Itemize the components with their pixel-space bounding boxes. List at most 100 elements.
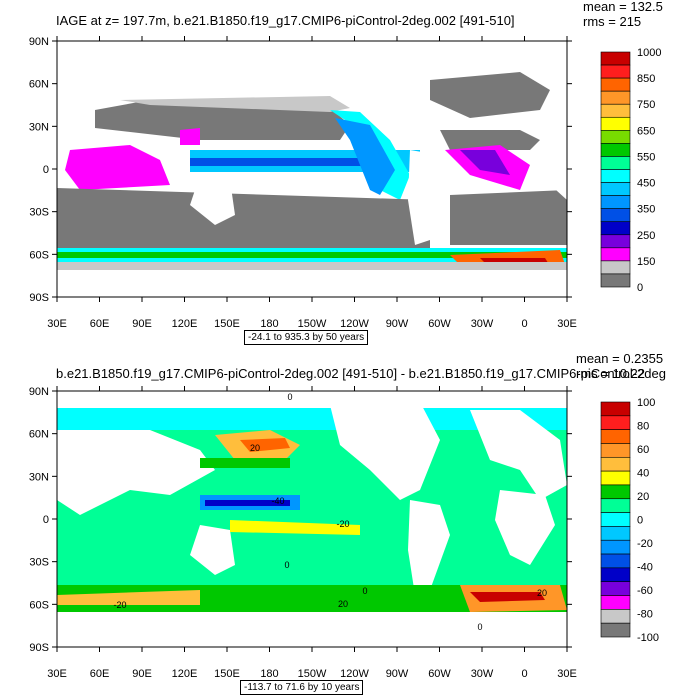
lat-tick-label: 90N — [29, 36, 49, 48]
lon-tick-label: 0 — [521, 318, 527, 330]
lon-tick-label: 30E — [557, 318, 577, 330]
map-plot-area — [56, 40, 568, 298]
colorbar-label: -100 — [637, 632, 659, 644]
north-america-land — [330, 402, 440, 500]
lon-tick-label: 0 — [521, 668, 527, 680]
longitude-axis: 30E 60E 90E 120E 150E 180 150W 120W 90W 60W 30W 0 30… — [47, 36, 577, 330]
colorbar-label: 60 — [637, 444, 649, 456]
colorbar-label: 150 — [637, 256, 655, 268]
difference-map-panel: b.e21.B1850.f19_g17.CMIP6-piControl-2deg… — [0, 350, 700, 700]
colorbar-swatch — [600, 208, 631, 223]
colorbar-swatch — [600, 443, 631, 458]
eurasia-land — [57, 430, 215, 515]
contour-label: -20 — [113, 600, 126, 610]
contour-label: 20 — [338, 599, 348, 609]
colorbar-swatch — [600, 103, 631, 118]
contour-label: 0 — [287, 392, 292, 402]
contour-labels: 0 20 -40 -20 0 0 20 0 20 -20 — [113, 392, 547, 632]
colorbar-label: 450 — [637, 178, 655, 190]
lon-tick-label: 180 — [260, 318, 278, 330]
lon-tick-label: 150W — [298, 668, 327, 680]
colorbar-label: 0 — [637, 515, 643, 527]
lat-tick-label: 30N — [29, 121, 49, 133]
lon-tick-label: 120W — [340, 668, 369, 680]
colorbar-swatch — [600, 64, 631, 79]
latitude-axis: 90N 60N 30N 0 30S 60S 90S — [29, 36, 572, 304]
colorbar-label: 750 — [637, 99, 655, 111]
colorbar-label: 100 — [637, 397, 655, 409]
contour-label: 0 — [362, 586, 367, 596]
lat-tick-label: 60N — [29, 429, 49, 441]
lat-tick-label: 90N — [29, 386, 49, 398]
australia-land — [190, 175, 235, 225]
colorbar-label: -80 — [637, 609, 653, 621]
colorbar-swatch — [600, 429, 631, 444]
lon-tick-label: 30W — [471, 668, 494, 680]
lon-tick-label: 30E — [47, 318, 67, 330]
map-title: b.e21.B1850.f19_g17.CMIP6-piControl-2deg… — [56, 366, 666, 381]
southern-gray-region — [57, 188, 430, 248]
lon-tick-label: 30W — [471, 318, 494, 330]
lon-tick-label: 180 — [260, 668, 278, 680]
lon-tick-label: 150E — [214, 668, 240, 680]
colorbar-label: -60 — [637, 585, 653, 597]
colorbar-swatch — [600, 247, 631, 262]
contour-label: -40 — [271, 496, 284, 506]
south-america-land — [408, 500, 450, 595]
colorbar-swatch — [600, 143, 631, 157]
lon-tick-label: 60E — [90, 318, 110, 330]
lon-tick-label: 90E — [132, 668, 152, 680]
range-label: -113.7 to 71.6 by 10 years — [240, 680, 364, 695]
lon-tick-label: 30E — [557, 668, 577, 680]
latitude-axis: 90N 60N 30N 0 30S 60S 90S — [29, 386, 572, 654]
colorbar-label: 250 — [637, 230, 655, 242]
lon-tick-label: 150W — [298, 318, 327, 330]
colorbar-label: 80 — [637, 421, 649, 433]
colorbar-swatch — [600, 526, 631, 541]
lon-tick-label: 120W — [340, 318, 369, 330]
colorbar-label: 40 — [637, 468, 649, 480]
lat-tick-label: 0 — [43, 164, 49, 176]
lon-tick-label: 60W — [428, 668, 451, 680]
colorbar-label: 350 — [637, 204, 655, 216]
lat-tick-label: 60N — [29, 79, 49, 91]
colorbar-swatch — [600, 260, 631, 275]
map-title: IAGE at z= 197.7m, b.e21.B1850.f19_g17.C… — [56, 13, 515, 28]
mean-stat: mean = 0.2355 — [576, 351, 664, 366]
colorbar-swatch — [600, 595, 631, 610]
colorbar-swatch — [600, 622, 631, 638]
colorbar-label: 20 — [637, 491, 649, 503]
map-plot-area — [56, 390, 568, 648]
colorbar-label: 650 — [637, 125, 655, 137]
colorbar-swatch — [600, 90, 631, 105]
south-america-land — [408, 150, 450, 245]
colorbar-swatch — [600, 273, 631, 288]
colorbar-swatch — [600, 553, 631, 569]
contour-label: 20 — [537, 588, 547, 598]
colorbar-swatch — [600, 470, 631, 486]
contour-label: 0 — [477, 622, 482, 632]
colorbar-label: 850 — [637, 73, 655, 85]
colorbar-label: 1000 — [637, 47, 661, 59]
colorbar-swatch — [600, 169, 631, 183]
arctic-gray-region — [430, 72, 550, 118]
colorbar-swatch — [600, 195, 631, 209]
australia-land — [190, 525, 235, 575]
colorbar-swatch — [600, 512, 631, 527]
colorbar-swatch — [600, 51, 631, 66]
colorbar-swatch — [600, 539, 631, 555]
lon-tick-label: 120E — [172, 318, 198, 330]
rms-stat: rms = 10.22 — [576, 366, 646, 381]
lat-tick-label: 30S — [29, 207, 49, 219]
lon-tick-label: 150E — [214, 318, 240, 330]
colorbar: 1000 850 750 650 550 450 350 250 150 0 — [600, 47, 661, 294]
colorbar-swatch — [600, 116, 631, 131]
colorbar-swatch — [600, 484, 631, 500]
colorbar-swatch — [600, 77, 631, 92]
africa-land — [495, 490, 555, 565]
lon-tick-label: 90W — [386, 318, 409, 330]
lat-tick-label: 90S — [29, 642, 49, 654]
range-label: -24.1 to 935.3 by 50 years — [244, 330, 369, 345]
colorbar-swatch — [600, 234, 631, 249]
mean-stat: mean = 132.5 — [583, 0, 663, 14]
